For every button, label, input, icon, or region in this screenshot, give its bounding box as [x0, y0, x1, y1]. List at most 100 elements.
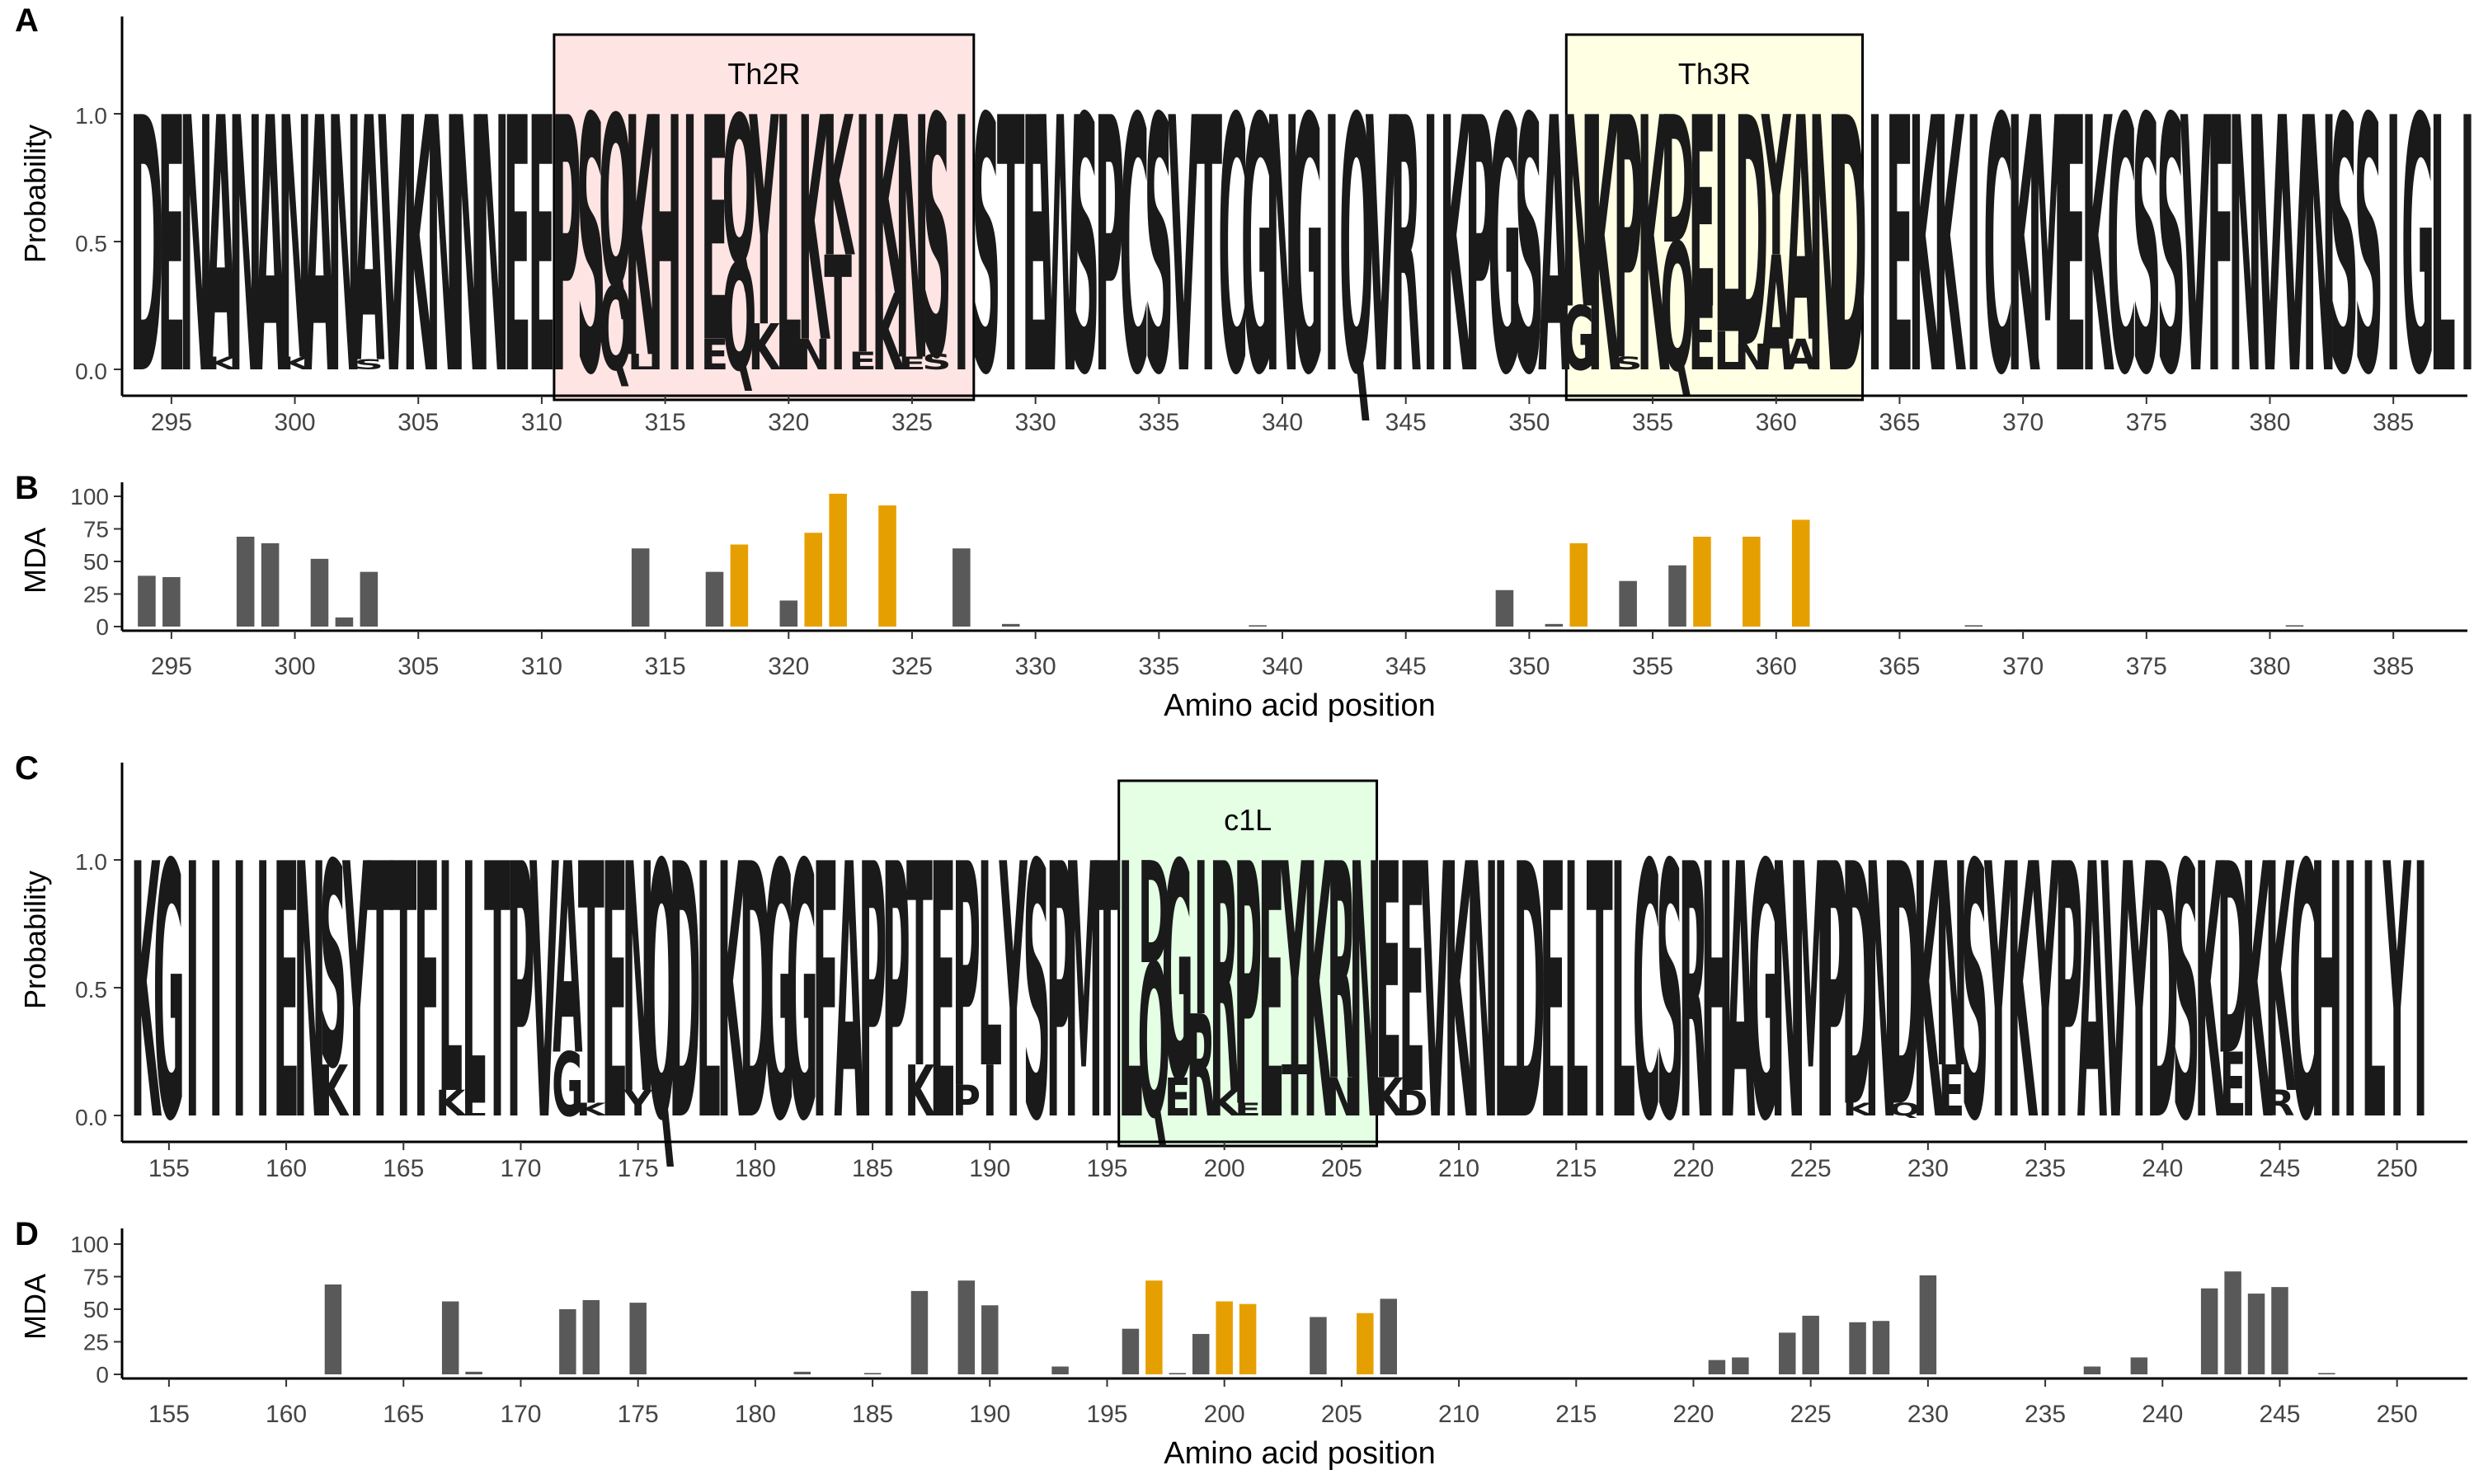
logo-letter: R [1327, 801, 1357, 1148]
region-label-th3r: Th3R [1678, 57, 1751, 91]
panel-a-ytick-05: 0.5 [75, 231, 107, 256]
logo-letter: N [294, 792, 326, 1199]
logo-letter: Q [722, 73, 756, 310]
logo-letter: S [971, 45, 1000, 453]
logo-letter: T [1094, 792, 1121, 1199]
bar [2200, 1288, 2218, 1374]
bar-highlighted [1216, 1301, 1233, 1374]
x-tick-label: 175 [618, 1401, 659, 1428]
logo-letter: E [1022, 45, 1050, 453]
logo-letter: K [1587, 45, 1620, 453]
bar [910, 1290, 929, 1374]
y-tick-label: 100 [70, 1232, 109, 1257]
x-tick-label: 350 [1508, 653, 1550, 680]
bar-highlighted [1569, 542, 1588, 627]
x-tick-label: 385 [2373, 409, 2414, 436]
logo-letter-minor: S [922, 350, 951, 374]
logo-letter: G [1748, 792, 1780, 1199]
logo-letter: D [2217, 808, 2249, 1114]
x-tick-label: 375 [2126, 409, 2167, 436]
bar [793, 1371, 811, 1374]
logo-letter-minor: K [318, 1051, 350, 1133]
logo-letter: F [812, 792, 839, 1199]
x-tick-label: 250 [2377, 1155, 2418, 1182]
logo-letter: N [475, 45, 509, 453]
logo-letter: L [977, 805, 1002, 1131]
x-tick-label: 310 [521, 653, 562, 680]
panel-d-bar-chart: D MDA Amino acid position 0 25 50 75 100 155 1… [15, 1216, 2467, 1471]
x-tick-label: 175 [618, 1155, 659, 1182]
logo-letter-minor: N [797, 330, 830, 379]
x-tick-label: 190 [969, 1401, 1010, 1428]
logo-letter: N [622, 798, 654, 1165]
logo-letter: L [1611, 792, 1635, 1199]
x-tick-label: 185 [852, 1155, 893, 1182]
logo-letter-minor: L [1714, 322, 1739, 383]
logo-letter: P [1465, 45, 1494, 453]
x-tick-label: 240 [2142, 1155, 2183, 1182]
logo-letter-minor: K [576, 1099, 609, 1120]
bar [1249, 625, 1267, 627]
bar [2285, 625, 2304, 627]
x-tick-label: 345 [1385, 653, 1427, 680]
bar [1310, 1317, 1327, 1374]
logo-letter: A [205, 48, 237, 435]
logo-letter: A [255, 45, 286, 453]
bar [629, 1303, 647, 1374]
logo-letter-minor: L [462, 1099, 487, 1120]
logo-letter: S [2172, 792, 2200, 1199]
x-tick-label: 300 [275, 409, 316, 436]
logo-letter: K [2007, 792, 2039, 1199]
bar [2224, 1271, 2241, 1374]
logo-letter-minor: A [1761, 223, 1792, 406]
x-tick-label: 355 [1632, 653, 1673, 680]
logo-letter: E [701, 53, 729, 411]
logo-letter: T [484, 792, 510, 1199]
logo-letter: E [929, 792, 956, 1199]
logo-letters: KG I I I I ENKSYTTFKLLLTPVGAKTEYNQDLKDGGFAPPK… [130, 792, 2428, 1199]
y-tick-label: 0 [96, 614, 109, 640]
logo-letter-minor: L [628, 350, 653, 374]
logo-letter: S [319, 805, 347, 1131]
logo-letter: E [503, 45, 531, 453]
x-tick-label: 180 [735, 1401, 776, 1428]
logo-letter-minor: T [824, 223, 852, 406]
logo-letter: K [1444, 792, 1475, 1199]
logo-letter: Y [749, 57, 779, 392]
logo-letter: A [303, 45, 335, 453]
logo-letter: T [367, 792, 393, 1199]
logo-letter: W [1037, 45, 1082, 453]
bar [1849, 1322, 1866, 1374]
bar [162, 576, 181, 627]
bar [1380, 1298, 1397, 1374]
logo-letter: N [2302, 45, 2336, 453]
logo-letter: D [1841, 793, 1874, 1181]
bar-highlighted [1743, 536, 1761, 627]
bar [1122, 1328, 1140, 1374]
logo-letter: V [1421, 792, 1451, 1199]
x-tick-label: 235 [2025, 1155, 2066, 1182]
logo-letter-minor: A [1785, 330, 1817, 379]
bar-highlighted [804, 533, 823, 627]
logo-letter: T [997, 45, 1025, 453]
logo-letter: C [1119, 45, 1149, 453]
bar-highlighted [1791, 519, 1810, 627]
panel-a-label: A [15, 2, 39, 39]
panel-c-ytick-1: 1.0 [75, 849, 107, 875]
logo-letter: P [2054, 792, 2082, 1199]
logo-letter: G [153, 792, 185, 1199]
x-tick-label: 245 [2259, 1155, 2300, 1182]
y-tick-label: 0 [96, 1362, 109, 1388]
logo-letter: D [669, 792, 701, 1199]
logo-letter: K [872, 66, 905, 351]
logo-letter: Y [1280, 805, 1309, 1131]
logo-letter: Y [342, 792, 371, 1199]
logo-letter: D [2147, 792, 2179, 1199]
bar [324, 1284, 342, 1374]
logo-letter: M [1065, 792, 1103, 1199]
logo-letter: P [1046, 792, 1074, 1199]
x-tick-label: 220 [1672, 1401, 1714, 1428]
x-tick-label: 345 [1385, 409, 1427, 436]
bar-highlighted [1239, 1303, 1257, 1374]
x-tick-label: 315 [645, 409, 686, 436]
